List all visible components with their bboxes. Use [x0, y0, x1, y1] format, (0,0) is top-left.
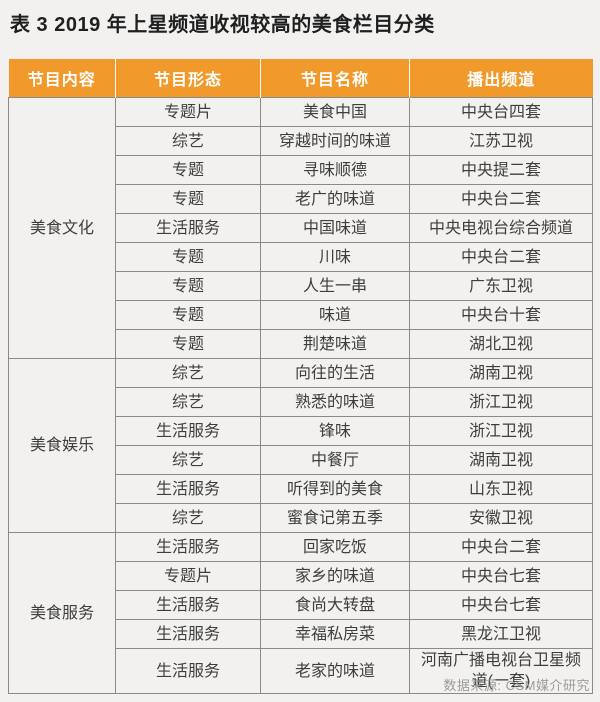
format-cell: 专题	[115, 300, 261, 330]
channel-cell: 中央台七套	[409, 561, 593, 591]
food-programs-table: 节目内容 节目形态 节目名称 播出频道 美食文化 专题片 美食中国 中央台四套 综艺 穿越时间的…	[8, 59, 593, 694]
category-cell: 美食服务	[8, 532, 116, 694]
program-name-cell: 向往的生活	[260, 358, 410, 388]
table-row: 美食娱乐 综艺 向往的生活 湖南卫视	[8, 358, 593, 533]
program-name-cell: 荆楚味道	[260, 329, 410, 359]
table-title: 表 3 2019 年上星频道收视较高的美食栏目分类	[10, 14, 435, 36]
channel-cell: 浙江卫视	[409, 387, 593, 417]
format-cell: 生活服务	[115, 532, 261, 562]
program-name-cell: 美食中国	[260, 97, 410, 127]
channel-cell: 中央台十套	[409, 300, 593, 330]
channel-cell: 中央台二套	[409, 242, 593, 272]
source-note: 数据来源: CSM媒介研究	[443, 678, 590, 693]
channel-cell: 中央台七套	[409, 590, 593, 620]
column-header-3: 节目名称	[260, 59, 410, 98]
channel-cell: 黑龙江卫视	[409, 619, 593, 649]
table-row: 综艺 穿越时间的味道 江苏卫视	[9, 126, 593, 156]
program-name-cell: 穿越时间的味道	[260, 126, 410, 156]
table-row: 生活服务 锋味 浙江卫视	[9, 416, 593, 446]
table-row: 专题 人生一串 广东卫视	[9, 271, 593, 301]
format-cell: 生活服务	[115, 619, 261, 649]
program-name-cell: 回家吃饭	[260, 532, 410, 562]
program-name-cell: 寻味顺德	[260, 155, 410, 185]
format-cell: 专题	[115, 184, 261, 214]
table-row: 专题 味道 中央台十套	[9, 300, 593, 330]
format-cell: 生活服务	[115, 648, 261, 694]
channel-cell: 湖北卫视	[409, 329, 593, 359]
table-row: 美食文化 专题片 美食中国 中央台四套	[8, 97, 593, 359]
channel-cell: 山东卫视	[409, 474, 593, 504]
format-cell: 综艺	[115, 358, 261, 388]
column-header-4: 播出频道	[409, 59, 593, 98]
format-cell: 专题	[115, 155, 261, 185]
table-row: 专题 荆楚味道 湖北卫视	[9, 329, 593, 359]
channel-cell: 中央台二套	[409, 532, 593, 562]
channel-cell: 湖南卫视	[409, 445, 593, 475]
program-name-cell: 中餐厅	[260, 445, 410, 475]
format-cell: 综艺	[115, 503, 261, 533]
program-name-cell: 老广的味道	[260, 184, 410, 214]
format-cell: 综艺	[115, 126, 261, 156]
table-row: 美食服务 生活服务 回家吃饭 中央台二套	[8, 532, 593, 694]
program-name-cell: 熟悉的味道	[260, 387, 410, 417]
table-row: 专题 寻味顺德 中央提二套	[9, 155, 593, 185]
column-header-2: 节目形态	[115, 59, 261, 98]
program-name-cell: 锋味	[260, 416, 410, 446]
column-header-1: 节目内容	[8, 59, 116, 98]
category-cell: 美食文化	[8, 97, 116, 359]
format-cell: 综艺	[115, 387, 261, 417]
channel-cell: 广东卫视	[409, 271, 593, 301]
format-cell: 专题片	[115, 561, 261, 591]
channel-cell: 浙江卫视	[409, 416, 593, 446]
category-cell: 美食娱乐	[8, 358, 116, 533]
format-cell: 生活服务	[115, 416, 261, 446]
table-row: 专题 川味 中央台二套	[9, 242, 593, 272]
program-name-cell: 中国味道	[260, 213, 410, 243]
table-body: 美食文化 专题片 美食中国 中央台四套 综艺 穿越时间的味道 江苏卫视 专题 寻味顺德 中央提二套…	[8, 97, 593, 694]
table-row: 综艺 中餐厅 湖南卫视	[9, 445, 593, 475]
format-cell: 专题	[115, 329, 261, 359]
program-name-cell: 听得到的美食	[260, 474, 410, 504]
table-row: 生活服务 老家的味道 河南广播电视台卫星频道(一套)	[9, 648, 593, 694]
program-name-cell: 老家的味道	[260, 648, 410, 694]
channel-cell: 湖南卫视	[409, 358, 593, 388]
table-row: 专题 老广的味道 中央台二套	[9, 184, 593, 214]
program-name-cell: 蜜食记第五季	[260, 503, 410, 533]
format-cell: 综艺	[115, 445, 261, 475]
table-header: 节目内容 节目形态 节目名称 播出频道	[8, 59, 593, 98]
program-name-cell: 幸福私房菜	[260, 619, 410, 649]
channel-cell: 安徽卫视	[409, 503, 593, 533]
program-name-cell: 味道	[260, 300, 410, 330]
table-row: 生活服务 食尚大转盘 中央台七套	[9, 590, 593, 620]
format-cell: 专题片	[115, 97, 261, 127]
channel-cell: 中央电视台综合频道	[409, 213, 593, 243]
program-name-cell: 川味	[260, 242, 410, 272]
channel-cell: 河南广播电视台卫星频道(一套)	[409, 648, 593, 694]
table-row: 生活服务 中国味道 中央电视台综合频道	[9, 213, 593, 243]
format-cell: 专题	[115, 271, 261, 301]
table-row: 综艺 熟悉的味道 浙江卫视	[9, 387, 593, 417]
table-row: 生活服务 幸福私房菜 黑龙江卫视	[9, 619, 593, 649]
format-cell: 生活服务	[115, 474, 261, 504]
program-name-cell: 家乡的味道	[260, 561, 410, 591]
channel-cell: 江苏卫视	[409, 126, 593, 156]
program-name-cell: 食尚大转盘	[260, 590, 410, 620]
channel-cell: 中央台四套	[409, 97, 593, 127]
program-name-cell: 人生一串	[260, 271, 410, 301]
format-cell: 生活服务	[115, 590, 261, 620]
header-row: 节目内容 节目形态 节目名称 播出频道	[8, 59, 593, 98]
channel-cell: 中央台二套	[409, 184, 593, 214]
format-cell: 生活服务	[115, 213, 261, 243]
format-cell: 专题	[115, 242, 261, 272]
channel-cell: 中央提二套	[409, 155, 593, 185]
